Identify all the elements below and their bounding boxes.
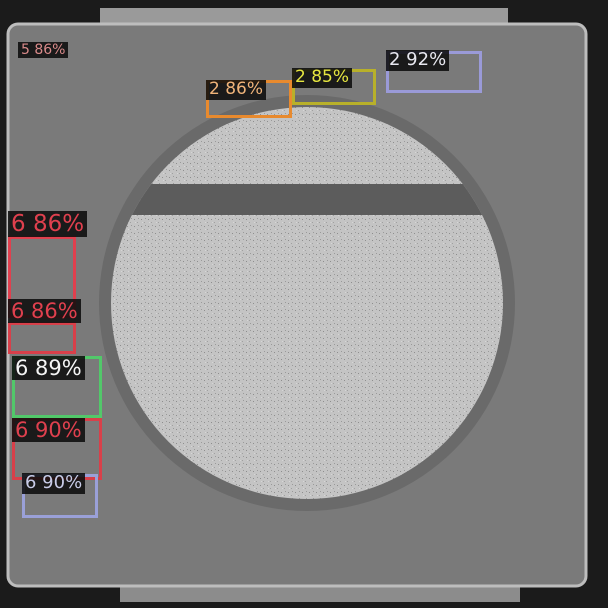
detection-label-9: 6 90% [22,473,85,494]
detection-label-6: 6 86% [8,299,81,323]
detection-label-1: 5 86% [18,42,68,58]
detection-box-5[interactable] [8,322,76,354]
lens-divider-bar [100,184,520,215]
detection-label-4: 2 92% [386,50,449,71]
detection-label-7: 6 89% [12,356,85,380]
detection-label-8: 6 90% [12,418,85,442]
detection-label-5: 6 86% [8,211,87,237]
detection-label-2: 2 86% [206,80,266,100]
detection-label-3: 2 85% [292,68,352,88]
